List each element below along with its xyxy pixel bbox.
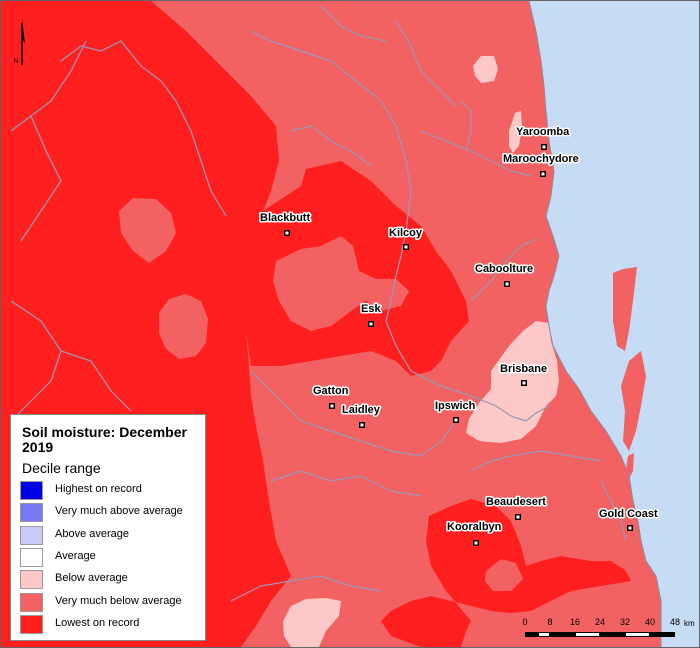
legend-label: Above average	[55, 528, 129, 540]
legend-item-below: Below average	[20, 570, 200, 590]
town-labels: Yaroomba Maroochydore Blackbutt Kilcoy C…	[259, 125, 660, 535]
region-below-coast	[509, 111, 522, 153]
region-below-southwest	[283, 598, 341, 647]
coastline	[528, 1, 662, 647]
marker-laidley[interactable]	[359, 422, 365, 428]
region-vmb-esk-inner	[273, 236, 409, 331]
legend-label: Below average	[55, 572, 128, 584]
scale-tick-label: 0	[522, 617, 528, 627]
stradbroke-island	[621, 351, 646, 451]
label-gatton: Gatton	[313, 385, 349, 397]
scale-segment	[625, 632, 650, 637]
marker-beaudesert[interactable]	[515, 514, 521, 520]
legend-swatch	[20, 548, 43, 567]
legend: Soil moisture: December 2019 Decile rang…	[10, 414, 206, 641]
legend-label: Very much below average	[55, 595, 182, 607]
label-laidley: Laidley	[342, 404, 381, 416]
legend-item-average: Average	[20, 548, 200, 568]
label-caboolture: Caboolture	[475, 263, 533, 275]
scale-tick-label: 8	[547, 617, 553, 627]
legend-subtitle: Decile range	[22, 460, 101, 476]
legend-item-very-much-above: Very much above average	[20, 503, 200, 523]
label-esk: Esk	[361, 303, 381, 315]
legend-label: Lowest on record	[55, 617, 140, 629]
label-yaroomba: Yaroomba	[516, 126, 570, 138]
marker-blackbutt[interactable]	[284, 230, 290, 236]
marker-esk[interactable]	[368, 321, 374, 327]
scale-tick-label: 32	[619, 617, 631, 627]
label-beaudesert: Beaudesert	[486, 496, 546, 508]
legend-swatch	[20, 481, 43, 500]
north-arrow-label: N	[14, 59, 18, 65]
scale-segment	[650, 632, 675, 637]
scale-segment	[550, 632, 575, 637]
label-maroochydore: Maroochydore	[503, 153, 579, 165]
region-vmb-kooralbyn-inner	[485, 559, 523, 591]
marker-caboolture[interactable]	[504, 281, 510, 287]
legend-label: Average	[55, 550, 96, 562]
scale-segment	[525, 632, 538, 637]
scale-tick-label: 24	[594, 617, 606, 627]
marker-gold-coast[interactable]	[627, 525, 633, 531]
rivers	[10, 5, 627, 602]
scale-segment	[600, 632, 625, 637]
label-brisbane: Brisbane	[500, 363, 547, 375]
scale-tick-label: 48	[669, 617, 681, 627]
scale-tick-label: 40	[644, 617, 656, 627]
north-arrow: N	[14, 19, 25, 65]
region-vmb-blob-west-2	[159, 294, 208, 359]
marker-maroochydore[interactable]	[540, 171, 546, 177]
legend-item-lowest: Lowest on record	[20, 615, 200, 635]
scale-segment	[538, 632, 550, 637]
legend-title: Soil moisture: December 2019	[22, 424, 187, 455]
legend-item-above: Above average	[20, 526, 200, 546]
marker-kooralbyn[interactable]	[473, 540, 479, 546]
scale-segment	[575, 632, 600, 637]
marker-kilcoy[interactable]	[403, 244, 409, 250]
marker-gatton[interactable]	[329, 403, 335, 409]
marker-yaroomba[interactable]	[541, 144, 547, 150]
region-below-north	[473, 56, 498, 83]
marker-ipswich[interactable]	[453, 417, 459, 423]
marker-brisbane[interactable]	[521, 380, 527, 386]
legend-label: Very much above average	[55, 505, 183, 517]
legend-swatch	[20, 503, 43, 522]
legend-swatch	[20, 593, 43, 612]
label-blackbutt: Blackbutt	[260, 212, 310, 224]
moreton-island	[613, 267, 637, 351]
label-kilcoy: Kilcoy	[389, 227, 423, 239]
legend-item-very-much-below: Very much below average	[20, 593, 200, 613]
legend-swatch	[20, 526, 43, 545]
town-markers	[284, 144, 633, 546]
legend-label: Highest on record	[55, 483, 142, 495]
scale-bar: 0 8 16 24 32 40 48 km	[521, 615, 695, 645]
label-ipswich: Ipswich	[435, 400, 476, 412]
region-vmb-blob-west-1	[119, 198, 176, 263]
scale-tick-label: 16	[569, 617, 581, 627]
legend-item-highest: Highest on record	[20, 481, 200, 501]
label-kooralbyn: Kooralbyn	[447, 521, 502, 533]
legend-swatch	[20, 615, 43, 634]
label-gold-coast: Gold Coast	[599, 508, 658, 520]
scale-unit: km	[684, 619, 695, 628]
legend-swatch	[20, 570, 43, 589]
